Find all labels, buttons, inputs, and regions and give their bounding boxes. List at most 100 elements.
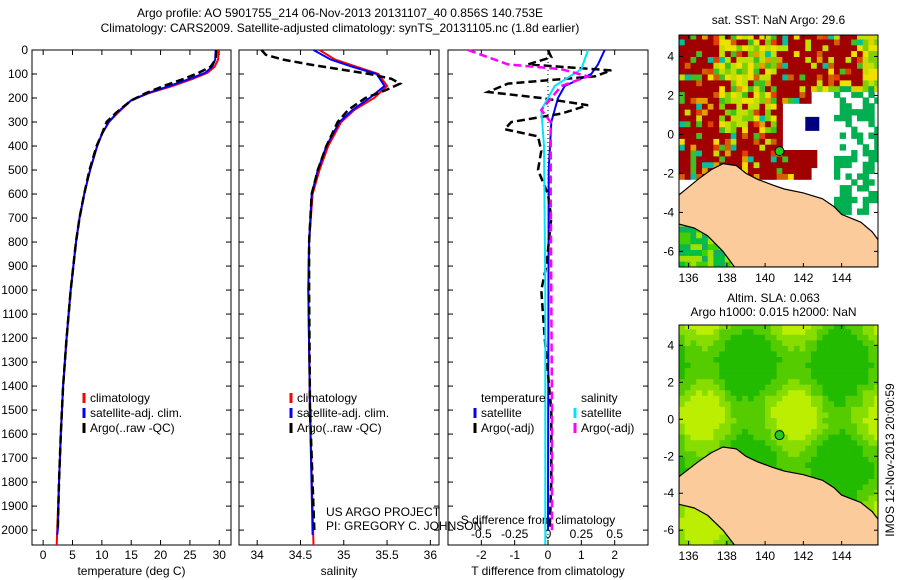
map-cell (822, 74, 829, 81)
map-cell (857, 389, 864, 396)
map-cell (696, 456, 703, 463)
map-cell (868, 161, 875, 169)
s-tick-label: -0.25 (501, 527, 529, 541)
y-tick-label: 1500 (1, 403, 28, 417)
map-cell (862, 62, 869, 69)
map-cell (736, 423, 743, 430)
map-cell (707, 161, 714, 169)
map-cell (736, 97, 743, 104)
map-cell (684, 226, 691, 233)
map-cell (753, 167, 760, 174)
map-cell (742, 56, 749, 63)
map-cell (713, 428, 720, 435)
map-cell (702, 325, 709, 330)
map-cell (776, 138, 783, 145)
map-cell (702, 62, 709, 69)
map-cell (747, 406, 755, 413)
map-cell (765, 334, 772, 341)
map-cell (793, 339, 801, 346)
map-cell (759, 384, 766, 391)
map-cell (730, 395, 737, 402)
map-cell (862, 367, 869, 374)
map-cell (747, 38, 755, 46)
map-cell (788, 395, 795, 402)
map-cell (822, 472, 829, 479)
map-cell (765, 439, 772, 446)
map-cell (857, 334, 864, 341)
map-cell (719, 126, 726, 133)
map-cell (690, 109, 697, 116)
map-cell (868, 35, 875, 40)
map-cell (713, 161, 720, 169)
map-cell (799, 439, 806, 446)
map-cell (851, 350, 858, 357)
map-cell (851, 85, 858, 93)
map-cell (874, 461, 878, 468)
map-cell (834, 400, 841, 407)
map-cell (834, 428, 841, 435)
map-cell (679, 38, 686, 46)
map-cell (868, 423, 875, 430)
credit-line1: US ARGO PROJECT (326, 505, 441, 519)
map-cell (828, 362, 835, 369)
map-cell (684, 325, 691, 330)
map-cell (839, 132, 846, 139)
map-cell (776, 109, 783, 116)
map-cell (742, 384, 749, 391)
map-cell (811, 445, 818, 452)
map-cell (759, 103, 766, 110)
map-cell (839, 35, 846, 40)
map-cell (702, 38, 709, 46)
x-tick-label: 2 (611, 548, 618, 562)
map-cell (747, 384, 755, 391)
map-cell (770, 167, 778, 174)
map-cell (742, 350, 749, 357)
map-cell (679, 68, 686, 75)
map-cell (811, 356, 818, 363)
map-cell (747, 132, 755, 139)
map-cell (862, 185, 869, 192)
lon-tick-label: 140 (755, 549, 775, 563)
map-cell (857, 472, 864, 479)
map-cell (724, 68, 732, 75)
map-cell (702, 395, 709, 402)
map-cell (857, 339, 864, 346)
map-cell (759, 97, 766, 104)
map-cell (759, 356, 766, 363)
map-cell (828, 461, 835, 468)
map-cell (765, 339, 772, 346)
map-cell (770, 350, 778, 357)
x-tick-label: -2 (476, 548, 487, 562)
map-cell (753, 378, 760, 385)
map-cell (759, 434, 766, 441)
map-cell (742, 35, 749, 40)
map-cell (776, 44, 783, 52)
legend-label: satellite-adj. clim. (297, 406, 389, 420)
map-cell (857, 328, 864, 335)
map-cell (753, 373, 760, 380)
map-cell (724, 378, 732, 385)
map-cell (684, 517, 691, 524)
map-cell (753, 74, 760, 81)
map-cell (828, 50, 835, 57)
map-cell (684, 511, 691, 518)
map-cell (851, 478, 858, 485)
map-cell (874, 439, 878, 446)
map-cell (782, 367, 789, 374)
map-cell (713, 120, 720, 128)
map-cell (868, 506, 875, 513)
map-cell (828, 439, 835, 446)
map-title: Altim. SLA: 0.063 (727, 291, 820, 305)
map-cell (702, 231, 709, 239)
map-cell (851, 44, 858, 52)
map-cell (857, 428, 864, 435)
map-cell (707, 378, 714, 385)
map-cell (684, 334, 691, 341)
map-cell (799, 428, 806, 435)
map-cell (742, 138, 749, 145)
map-cell (828, 62, 835, 69)
map-cell (782, 445, 789, 452)
map-cell (707, 150, 714, 157)
map-cell (788, 167, 795, 174)
map-cell (868, 68, 875, 75)
